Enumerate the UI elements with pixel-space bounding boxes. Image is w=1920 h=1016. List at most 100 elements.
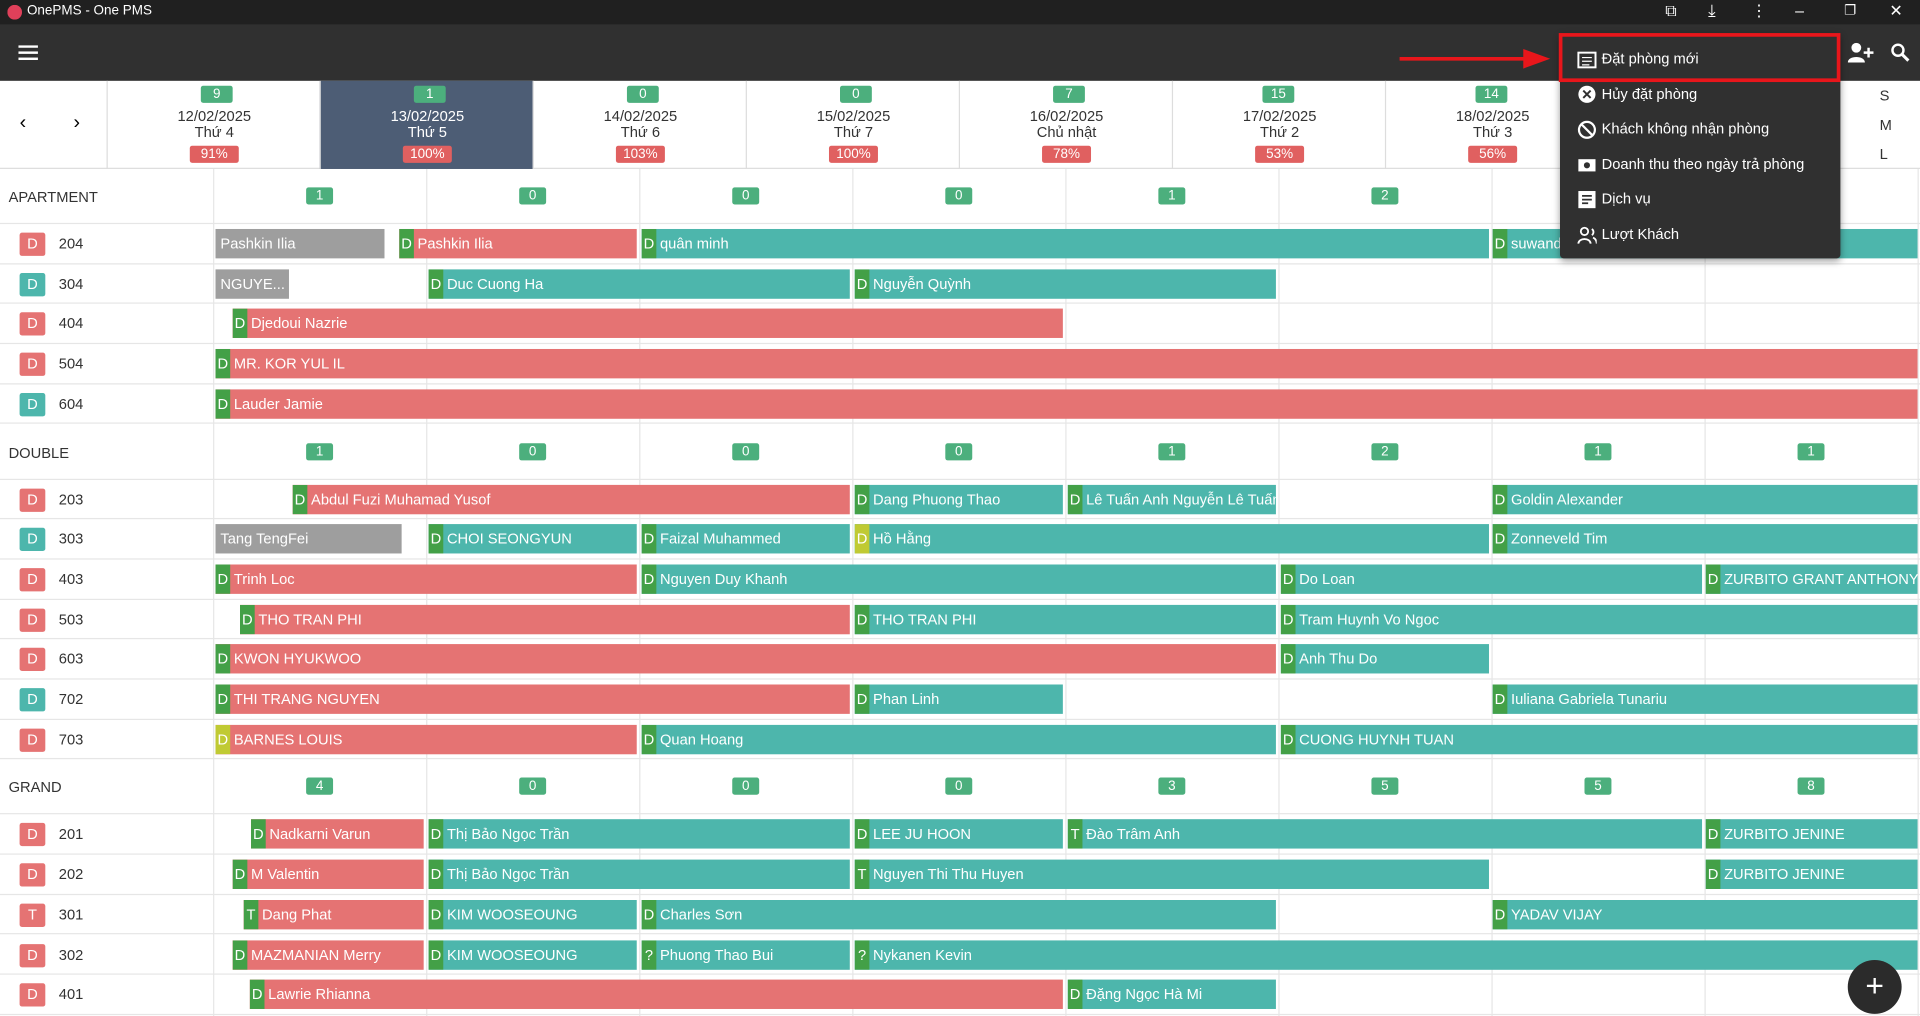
size-option[interactable]: M xyxy=(1879,116,1892,134)
booking[interactable]: D Hồ Hằng xyxy=(854,524,1489,554)
maximize[interactable]: ❐ xyxy=(1844,3,1857,19)
section-count: 1 xyxy=(1797,442,1825,460)
booking[interactable]: D Quan Hoang xyxy=(641,724,1276,754)
booking[interactable]: D ZURBITO GRANT ANTHONY xyxy=(1705,564,1918,594)
day-column[interactable]: 0 14/02/2025 Thứ 6 103% xyxy=(532,80,746,169)
booking[interactable]: D CHOI SEONGYUN xyxy=(428,524,637,554)
size-option[interactable]: L xyxy=(1879,145,1888,163)
booking[interactable]: D Do Loan xyxy=(1280,564,1703,594)
room-code: D xyxy=(19,272,46,296)
booking-status: D xyxy=(215,389,231,419)
booking-status: D xyxy=(292,484,308,514)
booking[interactable]: D KWON HYUKWOO xyxy=(215,644,1276,674)
guest-name: Dang Phat xyxy=(262,905,332,924)
booking[interactable]: D YADAV VIJAY xyxy=(1492,899,1918,930)
booking[interactable]: D Đặng Ngọc Hà Mi xyxy=(1067,979,1276,1010)
more[interactable]: ⋮ xyxy=(1751,1,1767,20)
guest-name: Abdul Fuzi Muhamad Yusof xyxy=(311,490,491,508)
menu-label: Khách không nhận phòng xyxy=(1601,120,1770,138)
booking[interactable]: D Dang Phuong Thao xyxy=(854,484,1063,514)
guest-name: Nguyen Duy Khanh xyxy=(660,570,788,588)
booking-status: D xyxy=(641,724,657,754)
close[interactable]: ✕ xyxy=(1889,1,1903,20)
menu-icon xyxy=(1578,86,1596,104)
booking[interactable]: T Dang Phat xyxy=(243,899,424,930)
booking[interactable]: D CUONG HUYNH TUAN xyxy=(1280,724,1918,754)
download[interactable]: ⤓ xyxy=(1708,0,1716,20)
section-count: 0 xyxy=(945,442,973,460)
booking[interactable]: D Goldin Alexander xyxy=(1492,484,1918,514)
booking[interactable]: D Thị Bảo Ngọc Trần xyxy=(428,859,850,890)
booking[interactable]: D Anh Thu Do xyxy=(1280,644,1489,674)
day-column[interactable]: 15 17/02/2025 Thứ 2 53% xyxy=(1171,80,1385,169)
booking[interactable]: D Djedoui Nazrie xyxy=(232,309,1063,339)
room-number: 203 xyxy=(58,490,84,508)
day-column[interactable]: 9 12/02/2025 Thứ 4 91% xyxy=(106,80,320,169)
extensions[interactable]: ⧉ xyxy=(1665,1,1677,20)
menu-item[interactable]: Doanh thu theo ngày trả phòng xyxy=(1577,147,1804,181)
add-guest[interactable] xyxy=(1847,42,1875,63)
booking[interactable]: D Nadkarni Varun xyxy=(251,819,424,850)
fab-add[interactable]: + xyxy=(1847,960,1902,1014)
booking[interactable]: D Faizal Muhammed xyxy=(641,524,850,554)
day-date: 17/02/2025 xyxy=(1242,107,1317,125)
booking[interactable]: NGUYE... xyxy=(215,269,289,299)
booking[interactable]: D Abdul Fuzi Muhamad Yusof xyxy=(292,484,850,514)
booking[interactable]: D Nguyen Duy Khanh xyxy=(641,564,1276,594)
booking[interactable]: D Charles Sơn xyxy=(641,899,1276,930)
grid-line xyxy=(639,168,641,1016)
guest-name: Lauder Jamie xyxy=(233,395,323,413)
booking[interactable]: T Đào Trâm Anh xyxy=(1067,819,1703,850)
day-column[interactable]: 1 13/02/2025 Thứ 5 100% xyxy=(319,80,533,169)
menu-item[interactable]: Khách không nhận phòng xyxy=(1577,112,1769,146)
booking[interactable]: D Lauder Jamie xyxy=(215,389,1918,419)
booking-status: D xyxy=(249,979,265,1010)
booking[interactable]: D ZURBITO JENINE xyxy=(1705,859,1918,890)
booking[interactable]: D Lawrie Rhianna xyxy=(249,979,1063,1010)
room-row xyxy=(0,855,1920,895)
booking[interactable]: D MAZMANIAN Merry xyxy=(232,939,424,970)
menu-item[interactable]: Dịch vụ xyxy=(1577,182,1651,216)
booking[interactable]: D LEE JU HOON xyxy=(854,819,1063,850)
menu-item[interactable]: Lượt Khách xyxy=(1577,217,1679,251)
booking[interactable]: D THO TRAN PHI xyxy=(240,604,850,634)
booking[interactable]: D Trinh Loc xyxy=(215,564,637,594)
booking[interactable]: D MR. KOR YUL IL xyxy=(215,349,1918,379)
size-option[interactable]: S xyxy=(1879,86,1890,105)
guest-name: Nguyễn Quỳnh xyxy=(873,275,972,293)
booking[interactable]: ? Nykanen Kevin xyxy=(854,939,1918,970)
search[interactable] xyxy=(1891,43,1911,63)
booking[interactable]: D ZURBITO JENINE xyxy=(1705,819,1918,850)
booking[interactable]: D Lê Tuấn Anh Nguyễn Lê Tuấn... xyxy=(1067,484,1276,514)
minimize[interactable]: – xyxy=(1795,1,1804,20)
booking[interactable]: Pashkin Ilia xyxy=(215,228,385,259)
booking[interactable]: D Iuliana Gabriela Tunariu xyxy=(1492,684,1918,714)
booking[interactable]: D Duc Cuong Ha xyxy=(428,269,850,299)
booking[interactable]: Tang TengFei xyxy=(215,524,402,554)
booking[interactable]: D THO TRAN PHI xyxy=(854,604,1276,634)
booking[interactable]: D Pashkin Ilia xyxy=(399,228,637,259)
day-column[interactable]: 14 18/02/2025 Thứ 3 56% xyxy=(1384,80,1598,169)
booking[interactable]: ? Phuong Thao Bui xyxy=(641,939,850,970)
day-column[interactable]: 0 15/02/2025 Thứ 7 100% xyxy=(745,80,959,169)
booking[interactable]: D Tram Huynh Vo Ngoc xyxy=(1280,604,1918,634)
booking[interactable]: D BARNES LOUIS xyxy=(215,724,637,754)
hamburger[interactable] xyxy=(18,45,38,61)
next[interactable]: › xyxy=(73,112,80,134)
prev[interactable]: ‹ xyxy=(19,112,27,134)
guest-name: Thị Bảo Ngọc Trần xyxy=(446,865,570,883)
booking[interactable]: D THI TRANG NGUYEN xyxy=(215,684,850,714)
booking[interactable]: D Nguyễn Quỳnh xyxy=(854,269,1276,299)
booking[interactable]: D KIM WOOSEOUNG xyxy=(428,939,637,970)
guest-name: Pashkin Ilia xyxy=(417,235,493,253)
booking[interactable]: T Nguyen Thi Thu Huyen xyxy=(854,859,1489,890)
menu-item[interactable]: Hủy đặt phòng xyxy=(1577,77,1697,111)
booking[interactable]: D Phan Linh xyxy=(854,684,1063,714)
day-column[interactable]: 7 16/02/2025 Chủ nhật 78% xyxy=(958,80,1172,169)
booking[interactable]: D Zonneveld Tim xyxy=(1492,524,1918,554)
booking[interactable]: D KIM WOOSEOUNG xyxy=(428,899,637,930)
booking[interactable]: D Thị Bảo Ngọc Trần xyxy=(428,819,850,850)
menu-item[interactable]: Đặt phòng mới xyxy=(1577,42,1699,76)
